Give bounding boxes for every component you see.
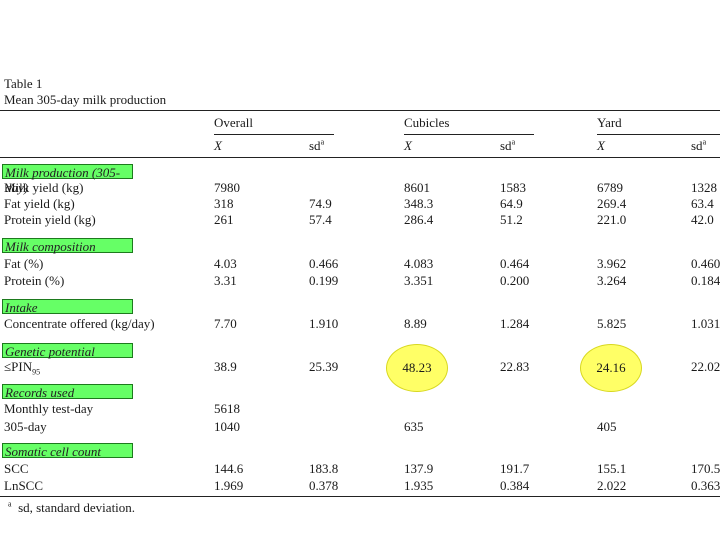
section-intake: Intake [2, 299, 133, 315]
cell: 0.378 [309, 478, 339, 493]
cell: 7.70 [214, 316, 237, 331]
cell: 318 [214, 196, 234, 211]
cell: 22.83 [500, 359, 530, 374]
cell: 1.031 [691, 316, 720, 331]
section-milk-composition: Milk composition [2, 238, 133, 254]
cell: 8.89 [404, 316, 427, 331]
cell: 1.910 [309, 316, 339, 331]
section-genetic-potential: Genetic potential [2, 343, 133, 359]
row-label: Protein (%) [4, 273, 65, 288]
cell: 0.466 [309, 256, 339, 271]
cell: 3.264 [597, 273, 627, 288]
group-rule-overall [214, 134, 334, 135]
cell: 1583 [500, 180, 526, 195]
row-label: Milk yield (kg) [4, 180, 84, 195]
cell: 4.03 [214, 256, 237, 271]
row-label: LnSCC [4, 478, 44, 493]
group-cubicles: Cubicles [404, 115, 450, 130]
table-caption: Mean 305-day milk production [4, 92, 167, 107]
cell: 5.825 [597, 316, 627, 331]
cell: 51.2 [500, 212, 523, 227]
row-label: Fat yield (kg) [4, 196, 75, 211]
footnote: a sd, standard deviation. [8, 499, 136, 515]
cell: 42.0 [691, 212, 714, 227]
top-rule [0, 110, 720, 111]
cell: 286.4 [404, 212, 434, 227]
cell: 3.351 [404, 273, 434, 288]
cell: 0.199 [309, 273, 339, 288]
cell: 170.5 [691, 461, 720, 476]
cell: 63.4 [691, 196, 714, 211]
cell: 0.464 [500, 256, 530, 271]
cell: 0.384 [500, 478, 530, 493]
cell: 38.9 [214, 359, 237, 374]
cell: 261 [214, 212, 234, 227]
group-rule-yard [597, 134, 720, 135]
col-sd-cubicles: sda [500, 137, 516, 153]
cell: 183.8 [309, 461, 339, 476]
cell: 3.962 [597, 256, 627, 271]
highlight-yard-pin: 24.16 [580, 344, 642, 392]
cell: 57.4 [309, 212, 332, 227]
cell: 0.200 [500, 273, 530, 288]
cell: 191.7 [500, 461, 530, 476]
cell: 1328 [691, 180, 717, 195]
cell: 144.6 [214, 461, 244, 476]
cell: 5618 [214, 401, 240, 416]
row-label: Monthly test-day [4, 401, 94, 416]
row-label: Protein yield (kg) [4, 212, 96, 227]
group-yard: Yard [597, 115, 622, 130]
cell: 1.284 [500, 316, 530, 331]
bottom-rule [0, 496, 720, 497]
cell: 0.460 [691, 256, 720, 271]
section-milk-production: Milk production (305-day) [2, 164, 133, 195]
cell: 0.363 [691, 478, 720, 493]
cell: 1.935 [404, 478, 434, 493]
section-somatic-cell-count: Somatic cell count [2, 443, 133, 459]
row-label: Concentrate offered (kg/day) [4, 316, 155, 331]
cell: 137.9 [404, 461, 434, 476]
highlight-cubicles-pin: 48.23 [386, 344, 448, 392]
cell: 0.184 [691, 273, 720, 288]
row-label: 305-day [4, 419, 47, 434]
cell: 1.969 [214, 478, 244, 493]
cell: 64.9 [500, 196, 523, 211]
col-x-cubicles: X [404, 138, 412, 153]
cell: 2.022 [597, 478, 627, 493]
row-label: SCC [4, 461, 29, 476]
cell: 4.083 [404, 256, 434, 271]
cell: 3.31 [214, 273, 237, 288]
cell: 1040 [214, 419, 240, 434]
cell: 348.3 [404, 196, 434, 211]
cell: 25.39 [309, 359, 339, 374]
cell: 74.9 [309, 196, 332, 211]
header-rule [0, 157, 720, 158]
row-label: Fat (%) [4, 256, 44, 271]
cell: 221.0 [597, 212, 627, 227]
cell: 635 [404, 419, 424, 434]
col-x-overall: X [214, 138, 222, 153]
cell: 269.4 [597, 196, 627, 211]
cell: 6789 [597, 180, 623, 195]
cell: 405 [597, 419, 617, 434]
cell: 8601 [404, 180, 430, 195]
group-overall: Overall [214, 115, 253, 130]
col-sd-yard: sda [691, 137, 707, 153]
col-sd-overall: sda [309, 137, 325, 153]
col-x-yard: X [597, 138, 605, 153]
table-title: Table 1 [4, 76, 43, 91]
cell: 22.02 [691, 359, 720, 374]
cell: 155.1 [597, 461, 627, 476]
section-records-used: Records used [2, 384, 133, 400]
row-label: ≤PIN95 [4, 359, 41, 377]
cell: 7980 [214, 180, 240, 195]
group-rule-cubicles [404, 134, 534, 135]
